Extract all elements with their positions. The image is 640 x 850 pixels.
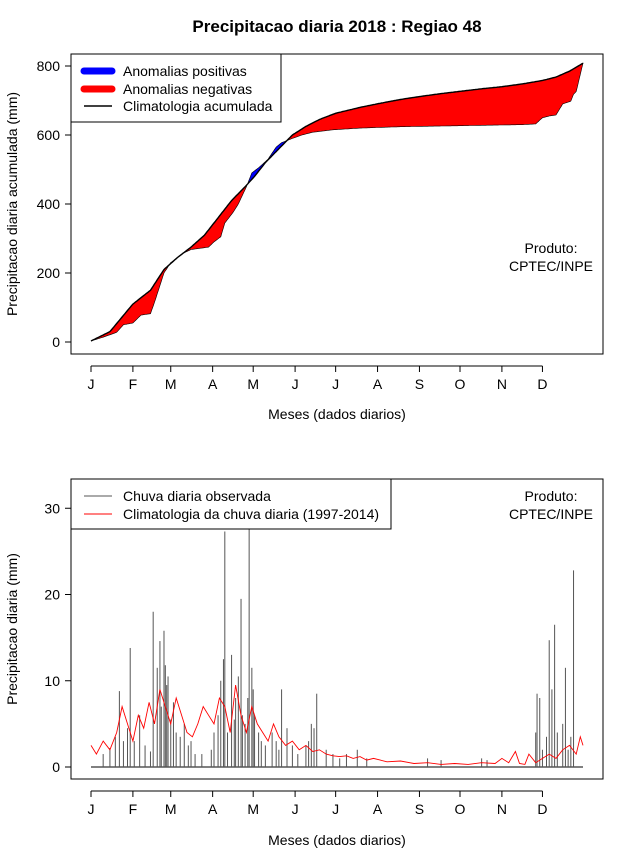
credit-label-bottom: Produto:	[525, 488, 578, 504]
daily-plot-area	[90, 491, 584, 768]
daily-x-tick-label: J	[292, 801, 299, 817]
daily-legend: Chuva diaria observada Climatologia da c…	[70, 478, 392, 530]
cumulative-y-tick-label: 800	[37, 58, 61, 74]
chart-title: Precipitacao diaria 2018 : Regiao 48	[192, 17, 481, 36]
cumulative-x-tick-label: J	[292, 376, 299, 392]
daily-x-tick-label: J	[332, 801, 339, 817]
cumulative-x-tick-label: D	[537, 376, 547, 392]
daily-climatology-line	[90, 685, 584, 765]
cumulative-x-tick-label: N	[497, 376, 507, 392]
cumulative-legend: Anomalias positivas Anomalias negativas …	[70, 53, 282, 123]
cumulative-y-tick-label: 200	[37, 265, 61, 281]
credit-org-bottom: CPTEC/INPE	[509, 506, 593, 522]
daily-x-tick-label: J	[88, 801, 95, 817]
daily-x-tick-label: O	[455, 801, 466, 817]
credit-label-top: Produto:	[525, 240, 578, 256]
daily-panel: 0 10 20 30 J F M A M J J A S O N D Meses (dados diario…	[4, 478, 604, 848]
cumulative-x-tick-label: J	[332, 376, 339, 392]
legend-label-negative: Anomalias negativas	[123, 81, 252, 97]
daily-x-tick-label: F	[129, 801, 138, 817]
daily-x-axis-title: Meses (dados diarios)	[268, 832, 406, 848]
cumulative-y-tick-label: 600	[37, 127, 61, 143]
cumulative-x-tick-label: A	[208, 376, 218, 392]
credit-org-top: CPTEC/INPE	[509, 258, 593, 274]
daily-x-tick-label: N	[497, 801, 507, 817]
cumulative-y-axis: 0 200 400 600 800	[37, 58, 71, 350]
cumulative-y-tick-label: 400	[37, 196, 61, 212]
cumulative-x-tick-label: O	[455, 376, 466, 392]
daily-x-tick-label: M	[165, 801, 177, 817]
cumulative-x-tick-label: J	[88, 376, 95, 392]
daily-x-tick-label: D	[537, 801, 547, 817]
cumulative-x-axis-title: Meses (dados diarios)	[268, 406, 406, 422]
daily-y-tick-label: 0	[52, 759, 60, 775]
legend-label-observed: Chuva diaria observada	[123, 488, 271, 504]
cumulative-x-tick-label: F	[129, 376, 138, 392]
daily-y-tick-label: 30	[44, 500, 60, 516]
daily-x-tick-label: A	[373, 801, 383, 817]
daily-y-tick-label: 10	[44, 673, 60, 689]
cumulative-y-tick-label: 0	[52, 334, 60, 350]
negative-anomaly-area	[92, 264, 170, 341]
daily-x-tick-label: M	[247, 801, 259, 817]
cumulative-x-tick-label: A	[373, 376, 383, 392]
cumulative-x-tick-label: M	[165, 376, 177, 392]
daily-y-axis-title: Precipitacao diaria (mm)	[4, 553, 20, 705]
cumulative-y-axis-title: Precipitacao diaria acumulada (mm)	[4, 92, 20, 316]
cumulative-plot-area	[90, 62, 584, 342]
legend-label-daily-climatology: Climatologia da chuva diaria (1997-2014)	[123, 506, 379, 522]
cumulative-x-tick-label: S	[415, 376, 424, 392]
daily-x-tick-label: A	[208, 801, 218, 817]
daily-legend-box	[70, 478, 392, 530]
cumulative-x-tick-label: M	[247, 376, 259, 392]
negative-anomaly-area	[288, 62, 584, 141]
cumulative-panel: 0 200 400 600 800 J F M A M J J A S O N D Meses (dados …	[4, 53, 604, 422]
legend-label-climatology: Climatologia acumulada	[123, 98, 273, 114]
cumulative-climatology-line	[90, 62, 584, 342]
daily-y-tick-label: 20	[44, 587, 60, 603]
daily-x-tick-label: S	[415, 801, 424, 817]
daily-y-axis: 0 10 20 30	[44, 500, 71, 775]
legend-label-positive: Anomalias positivas	[123, 63, 247, 79]
